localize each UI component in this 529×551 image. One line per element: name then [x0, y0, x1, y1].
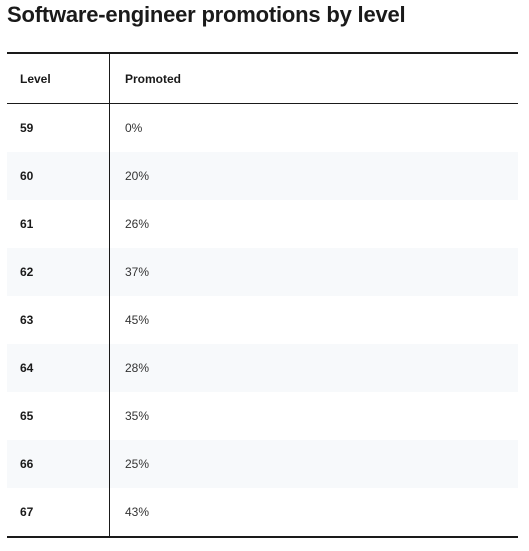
table-row: 66 25% — [7, 440, 518, 488]
promoted-cell: 45% — [125, 313, 150, 327]
table-row: 59 0% — [7, 104, 518, 152]
promoted-cell: 20% — [125, 169, 150, 183]
promoted-cell: 25% — [125, 457, 150, 471]
level-cell: 66 — [7, 440, 110, 488]
promoted-cell: 26% — [125, 217, 150, 231]
level-cell: 59 — [7, 104, 110, 152]
table-row: 63 45% — [7, 296, 518, 344]
chart-title: Software-engineer promotions by level — [7, 2, 406, 27]
level-cell: 63 — [7, 296, 110, 344]
level-cell: 65 — [7, 392, 110, 440]
table-row: 67 43% — [7, 488, 518, 536]
promoted-cell: 28% — [125, 361, 150, 375]
table-body: 59 0% 60 20% 61 26% 62 37% 63 45% 64 28% 65 35% 66 25% 6… — [7, 104, 518, 536]
promoted-cell: 43% — [125, 505, 150, 519]
column-header-promoted: Promoted — [125, 71, 182, 86]
table-row: 65 35% — [7, 392, 518, 440]
level-cell: 67 — [7, 488, 110, 536]
promoted-cell: 37% — [125, 265, 150, 279]
level-cell: 64 — [7, 344, 110, 392]
table-header-row: Level Promoted — [7, 54, 518, 104]
table-row: 62 37% — [7, 248, 518, 296]
column-header-level: Level — [7, 54, 110, 103]
table-row: 60 20% — [7, 152, 518, 200]
promotions-table: Level Promoted 59 0% 60 20% 61 26% 62 37% 63 45% 6… — [7, 52, 518, 538]
table-row: 64 28% — [7, 344, 518, 392]
table-row: 61 26% — [7, 200, 518, 248]
promoted-cell: 35% — [125, 409, 150, 423]
level-cell: 62 — [7, 248, 110, 296]
level-cell: 60 — [7, 152, 110, 200]
promoted-cell: 0% — [125, 121, 143, 135]
level-cell: 61 — [7, 200, 110, 248]
